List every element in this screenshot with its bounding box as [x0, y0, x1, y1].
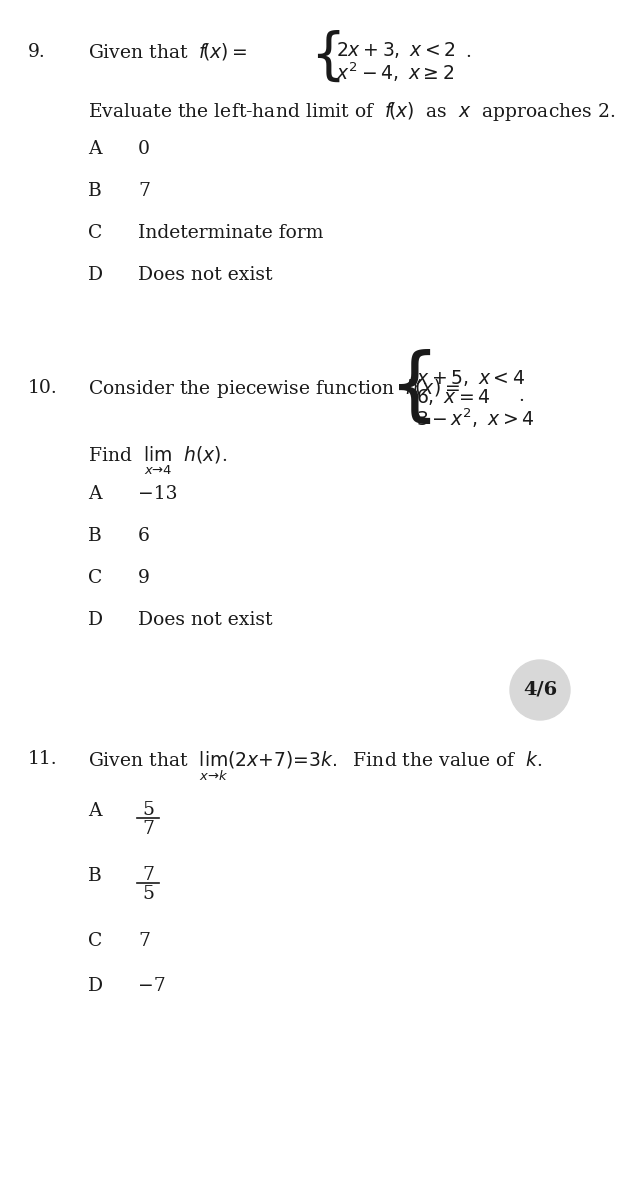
Text: 5: 5 [142, 885, 154, 903]
Text: .: . [518, 387, 524, 405]
Text: 4/6: 4/6 [523, 681, 557, 699]
Text: Given that  $f\!\left(x\right)=$: Given that $f\!\left(x\right)=$ [88, 41, 247, 63]
Text: D: D [88, 977, 103, 995]
Text: 5: 5 [142, 801, 154, 819]
Text: 9: 9 [138, 569, 150, 586]
Text: 7: 7 [142, 820, 154, 838]
Text: Find  $\lim_{x\to 4}$  $h(x)$.: Find $\lim_{x\to 4}$ $h(x)$. [88, 445, 227, 478]
Text: 9.: 9. [28, 42, 46, 61]
Text: D: D [88, 266, 103, 284]
Text: $6,\ x=4$: $6,\ x=4$ [416, 387, 491, 407]
Text: $3-x^2,\ x>4$: $3-x^2,\ x>4$ [416, 406, 534, 430]
Text: −13: −13 [138, 485, 178, 503]
Text: Indeterminate form: Indeterminate form [138, 224, 323, 242]
Text: $\{$: $\{$ [310, 28, 341, 84]
Text: Evaluate the left-hand limit of  $f\!\left(x\right)$  as  $x$  approaches 2.: Evaluate the left-hand limit of $f\!\lef… [88, 100, 615, 123]
Text: $x^2-4,\ x\geq 2$: $x^2-4,\ x\geq 2$ [336, 60, 454, 84]
Text: 7: 7 [138, 932, 150, 950]
Text: 0: 0 [138, 140, 150, 158]
Text: $2x+3,\ x<2$: $2x+3,\ x<2$ [336, 40, 456, 60]
Text: .: . [465, 42, 471, 61]
Text: 7: 7 [142, 866, 154, 884]
Text: A: A [88, 140, 102, 158]
Text: $x+5,\ x<4$: $x+5,\ x<4$ [416, 368, 525, 388]
Text: Does not exist: Does not exist [138, 266, 273, 284]
Text: A: A [88, 485, 102, 503]
Text: C: C [88, 224, 102, 242]
Text: Does not exist: Does not exist [138, 611, 273, 629]
Text: 10.: 10. [28, 379, 58, 396]
Text: $\{$: $\{$ [388, 348, 431, 427]
Text: B: B [88, 867, 102, 885]
Circle shape [510, 660, 570, 720]
Text: Given that  $\lim_{x\to k}(2x+7)=3k.$  Find the value of  $k$.: Given that $\lim_{x\to k}(2x+7)=3k.$ Fin… [88, 750, 543, 784]
Text: C: C [88, 932, 102, 950]
Text: 6: 6 [138, 527, 150, 545]
Text: B: B [88, 182, 102, 199]
Text: B: B [88, 527, 102, 545]
Text: 11.: 11. [28, 750, 57, 768]
Text: C: C [88, 569, 102, 586]
Text: −7: −7 [138, 977, 166, 995]
Text: 7: 7 [138, 182, 150, 199]
Text: A: A [88, 802, 102, 820]
Text: D: D [88, 611, 103, 629]
Text: Consider the piecewise function  $h\!\left(x\right)=$: Consider the piecewise function $h\!\lef… [88, 376, 460, 400]
